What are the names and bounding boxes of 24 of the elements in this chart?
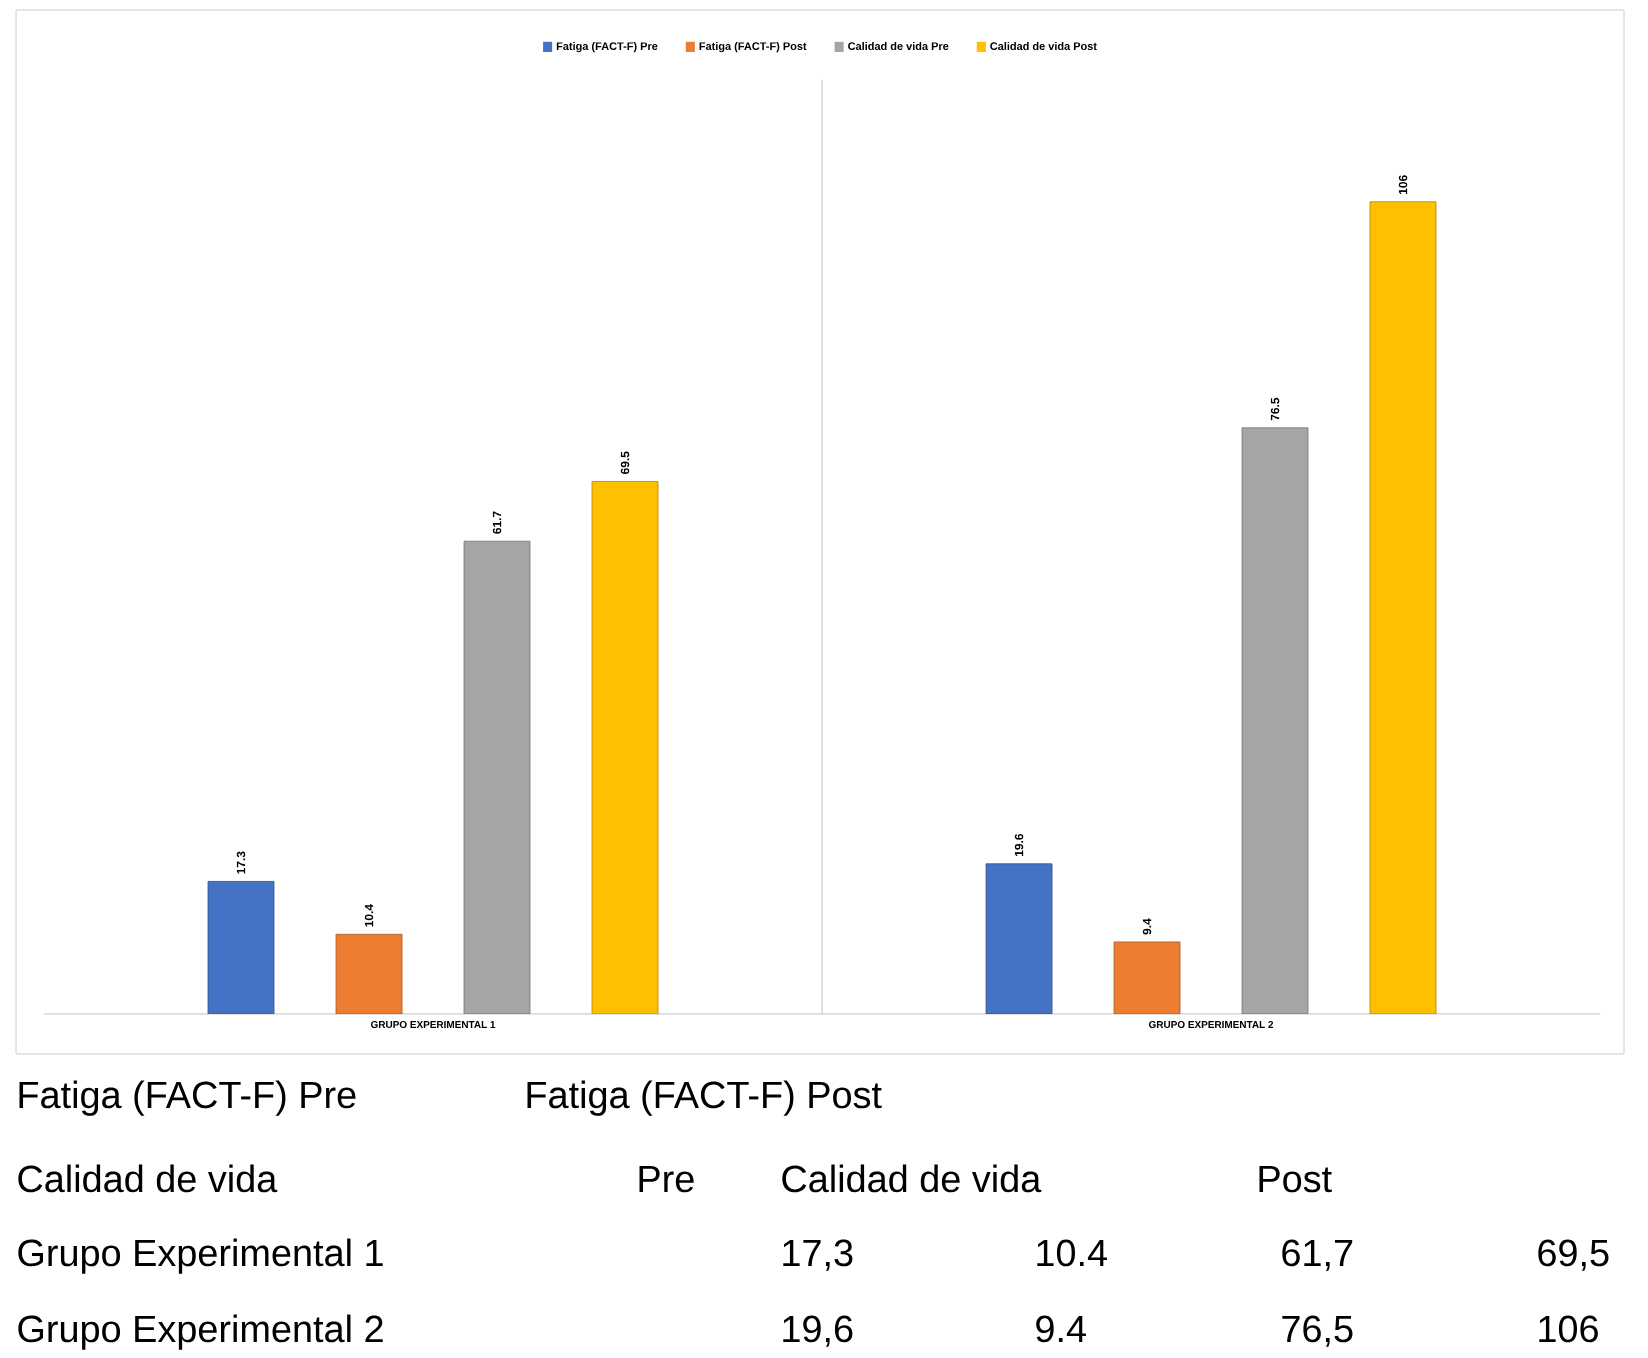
bar: [335, 933, 403, 1014]
text: Grupo Experimental 1: [18, 1238, 383, 1274]
text: Post: [1259, 1165, 1332, 1193]
text: 76,5: [1282, 1315, 1353, 1347]
text: 19,6: [783, 1315, 853, 1347]
text: Fatiga (FACT-F) Pre: [19, 1080, 356, 1116]
bar: [1113, 941, 1181, 1014]
bar: [591, 481, 659, 1014]
text: 9.4: [1036, 1315, 1086, 1343]
text: 10.4: [1037, 1239, 1107, 1267]
bar: [985, 863, 1053, 1014]
text: 17,3: [783, 1239, 853, 1271]
text: Calidad de vida: [782, 1164, 1042, 1193]
text: Pre: [639, 1165, 694, 1193]
bar: [1369, 201, 1437, 1014]
text: 106: [1539, 1315, 1598, 1343]
text: 69,5: [1538, 1239, 1609, 1271]
bar: [207, 881, 275, 1014]
text: Calidad de vida: [18, 1164, 278, 1193]
bar: [463, 540, 531, 1014]
bar: [1241, 427, 1309, 1014]
text: Fatiga (FACT-F) Post: [527, 1080, 882, 1116]
text: 61,7: [1282, 1239, 1353, 1271]
text: Grupo Experimental 2: [18, 1314, 383, 1350]
